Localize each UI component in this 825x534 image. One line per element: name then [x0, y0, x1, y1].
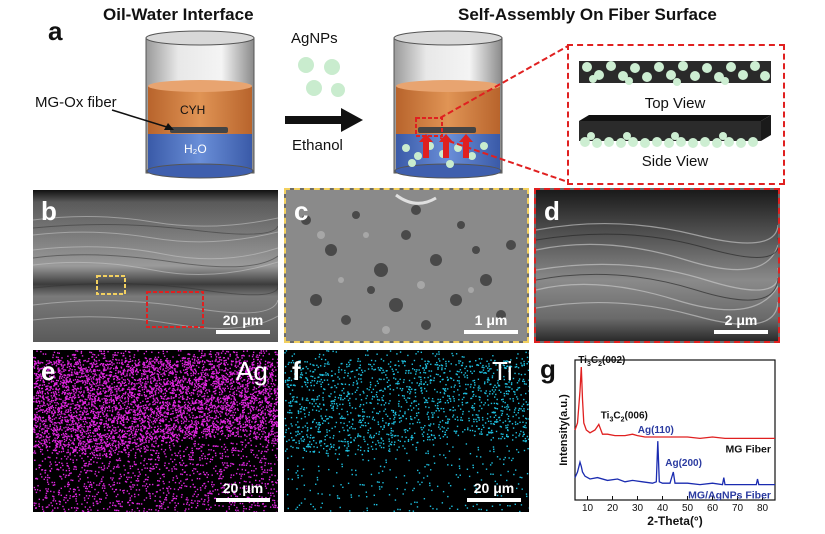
- panel-a-header-right: Self-Assembly On Fiber Surface: [458, 5, 717, 24]
- xrd-chart: 10 20 30 40 50 60 70 80 2-Theta(°) Intensity(a.u.…: [558, 355, 776, 528]
- panel-f-element-label: Ti: [492, 356, 513, 386]
- x-tick-label: 20: [607, 503, 619, 514]
- x-tick-label: 60: [707, 503, 719, 514]
- oil-label: CYH: [180, 103, 206, 117]
- series-line-2: [574, 441, 775, 486]
- x-axis-label: 2-Theta(°): [647, 514, 702, 528]
- panel-f-letter: f: [292, 356, 301, 386]
- panel-g-letter: g: [540, 354, 556, 384]
- series-label-2: MG/AgNPs Fiber: [688, 490, 771, 502]
- peak-annotation: Ag(110): [638, 425, 674, 436]
- panel-e-scale-bar: 20 μm: [216, 480, 270, 502]
- panel-f-ti-map: f Ti 20 μm: [284, 350, 529, 512]
- panel-c-scale-label: 1 μm: [474, 312, 508, 328]
- panel-a-letter: a: [48, 16, 63, 46]
- beaker-oil-water-diagram: [145, 30, 255, 179]
- panel-e-element-label: Ag: [236, 356, 268, 386]
- panel-f-scale-bar: 20 μm: [467, 480, 521, 502]
- side-view-label: Side View: [641, 153, 709, 170]
- panel-c-scale-bar: 1 μm: [464, 312, 518, 334]
- y-axis-label: Intensity(a.u.): [558, 394, 570, 466]
- ethanol-label: Ethanol: [292, 137, 343, 154]
- x-tick-label: 80: [757, 503, 769, 514]
- x-tick-label: 10: [582, 503, 594, 514]
- zoom-detail-box: [567, 44, 785, 185]
- panel-c-sem-image: c 1 μm: [284, 188, 529, 343]
- panel-f-scale-label: 20 μm: [473, 480, 515, 496]
- side-view-fiber-illustration: [579, 115, 771, 148]
- top-view-fiber-illustration: [579, 61, 771, 86]
- series-line-1: [574, 366, 775, 440]
- x-tick-label: 40: [657, 503, 669, 514]
- agnps-label: AgNPs: [291, 30, 338, 47]
- panel-e-letter: e: [41, 356, 56, 386]
- process-arrow-icon: [285, 108, 363, 132]
- fiber-label: MG-Ox fiber: [35, 94, 117, 111]
- panel-d-scale-bar: 2 μm: [714, 312, 768, 334]
- zoom-connector-lines: [440, 45, 569, 183]
- panel-b-scale-label: 20 μm: [222, 312, 264, 328]
- x-tick-label: 30: [632, 503, 644, 514]
- panel-e-scale-label: 20 μm: [222, 480, 264, 496]
- series-label-1: MG Fiber: [725, 443, 771, 455]
- panel-d-sem-image: d 2 μm: [534, 188, 780, 343]
- panel-b-sem-image: b 20 μm: [33, 190, 278, 342]
- panel-b-letter: b: [41, 196, 57, 226]
- peak-annotation: Ti3C2(006): [601, 410, 648, 423]
- panel-c-letter: c: [294, 196, 309, 226]
- agnps-particles-icon: [298, 57, 345, 97]
- panel-e-ag-map: e Ag 20 μm: [33, 350, 278, 512]
- fiber-pointer-arrow: [111, 109, 174, 130]
- panel-d-letter: d: [544, 196, 560, 226]
- x-tick-label: 70: [732, 503, 744, 514]
- panel-a-header-left: Oil-Water Interface: [103, 5, 254, 24]
- panel-d-scale-label: 2 μm: [724, 312, 758, 328]
- x-tick-label: 50: [682, 503, 694, 514]
- water-label: H₂O: [184, 142, 207, 156]
- peak-annotation: Ag(200): [665, 458, 702, 469]
- top-view-label: Top View: [644, 95, 706, 112]
- peak-annotation: Ti3C2(002): [578, 355, 625, 368]
- panel-b-scale-bar: 20 μm: [216, 312, 270, 334]
